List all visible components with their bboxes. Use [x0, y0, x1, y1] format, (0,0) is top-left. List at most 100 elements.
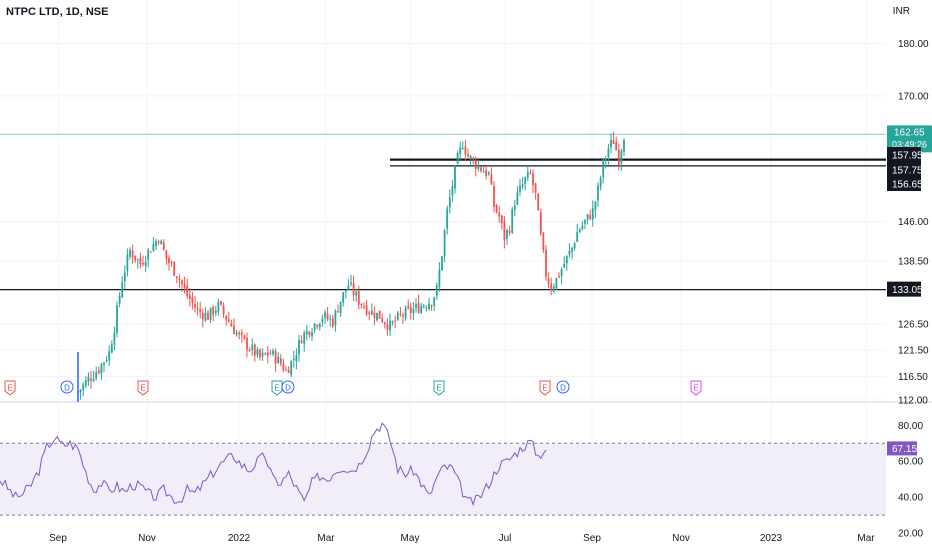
price-tick-label: 112.00	[898, 396, 928, 407]
candle-up	[555, 277, 558, 289]
level-tag-value: 156.65	[892, 180, 923, 191]
candle-up	[565, 255, 568, 264]
candle-down	[360, 303, 363, 305]
rsi-series-line	[0, 422, 547, 507]
last-price-value: 162.65	[894, 127, 925, 138]
candle-up	[578, 229, 581, 232]
last-price-tag-bg	[887, 125, 932, 153]
candle-up	[469, 155, 472, 158]
earnings-marker: E	[690, 380, 702, 396]
dividend-marker: D	[281, 380, 295, 394]
candle-down	[547, 278, 550, 284]
earnings-icon	[271, 380, 283, 396]
event-marker-label: E	[7, 384, 12, 393]
candle-up	[620, 150, 623, 164]
rsi-band	[0, 442, 886, 516]
candle-down	[485, 170, 488, 177]
candle-down	[529, 172, 532, 174]
candle-down	[178, 278, 181, 281]
candle-down	[90, 378, 92, 381]
candle-up	[295, 355, 298, 361]
candle-up	[591, 208, 594, 220]
candle-up	[389, 320, 391, 331]
candle-up	[396, 312, 399, 320]
candle-up	[568, 250, 571, 255]
axis-labels: 162.6503:49:26157.95157.75156.65133.0567…	[887, 125, 932, 456]
candle-up	[110, 344, 113, 353]
candle-up	[560, 269, 563, 277]
rsi-line	[0, 422, 547, 507]
candle-down	[550, 283, 553, 291]
price-tick-label: 170.00	[898, 91, 929, 102]
candle-down	[168, 257, 170, 263]
candle-up	[552, 286, 555, 292]
candle-down	[287, 370, 290, 374]
candle-up	[443, 230, 446, 256]
candle-down	[274, 351, 277, 364]
candle-up	[79, 389, 82, 393]
price-tick-label: 116.50	[898, 372, 928, 383]
candle-up	[391, 321, 394, 323]
candle-down	[222, 305, 225, 314]
candle-up	[152, 243, 155, 251]
price-axis: 180.00 170.00 146.00 138.50 126.50 121.50 116.…	[898, 39, 929, 540]
currency-label: INR	[892, 6, 910, 17]
candle-down	[532, 173, 534, 186]
candle-down	[134, 255, 137, 261]
candle-down	[170, 262, 173, 264]
candle-down	[365, 305, 368, 315]
candle-up	[311, 332, 313, 337]
candle-down	[282, 363, 285, 371]
candle-up	[87, 376, 90, 382]
candle-down	[534, 183, 537, 193]
level-tag: 133.05	[887, 281, 923, 297]
candle-down	[498, 212, 501, 217]
candle-up	[415, 304, 417, 308]
candle-up	[303, 332, 306, 344]
level-tag-value: 133.05	[892, 285, 923, 296]
time-tick-label: Jul	[499, 533, 512, 544]
candle-up	[313, 323, 316, 331]
candle-up	[506, 229, 508, 239]
candle-down	[402, 314, 404, 317]
candle-up	[511, 209, 514, 233]
candle-down	[474, 160, 477, 169]
candle-up	[290, 360, 293, 375]
candle-up	[422, 306, 425, 308]
candle-up	[108, 351, 111, 361]
candle-down	[266, 352, 269, 356]
candle-down	[493, 185, 495, 208]
price-tick-label: 138.50	[898, 257, 929, 268]
candle-up	[100, 364, 103, 374]
level-tag-bg	[887, 162, 921, 177]
candle-up	[251, 344, 254, 350]
candle-up	[428, 303, 430, 310]
candle-down	[490, 174, 493, 185]
candle-up	[292, 358, 295, 361]
candle-up	[456, 152, 459, 164]
candle-down	[558, 275, 560, 278]
rsi-tag-bg	[887, 441, 917, 456]
candle-up	[571, 247, 573, 253]
candle-down	[500, 215, 503, 224]
candle-down	[617, 149, 620, 166]
candle-up	[217, 301, 220, 313]
candle-down	[175, 276, 178, 279]
candle-up	[235, 332, 238, 335]
candle-down	[308, 331, 311, 336]
candle-up	[355, 291, 358, 296]
candle-up	[602, 159, 605, 178]
earnings-marker: E	[271, 380, 283, 396]
event-marker-label: E	[542, 384, 547, 393]
candle-down	[545, 249, 547, 277]
time-tick-label: May	[401, 533, 420, 544]
rsi-value-tag: 67.15	[887, 441, 917, 456]
candle-up	[451, 186, 454, 196]
candle-up	[461, 148, 464, 150]
dividend-icon	[60, 380, 74, 394]
candle-up	[573, 243, 576, 249]
event-marker-label: D	[285, 384, 291, 393]
rsi-band-fill	[0, 443, 886, 516]
time-tick-label: Sep	[49, 533, 67, 544]
candle-down	[243, 335, 246, 339]
